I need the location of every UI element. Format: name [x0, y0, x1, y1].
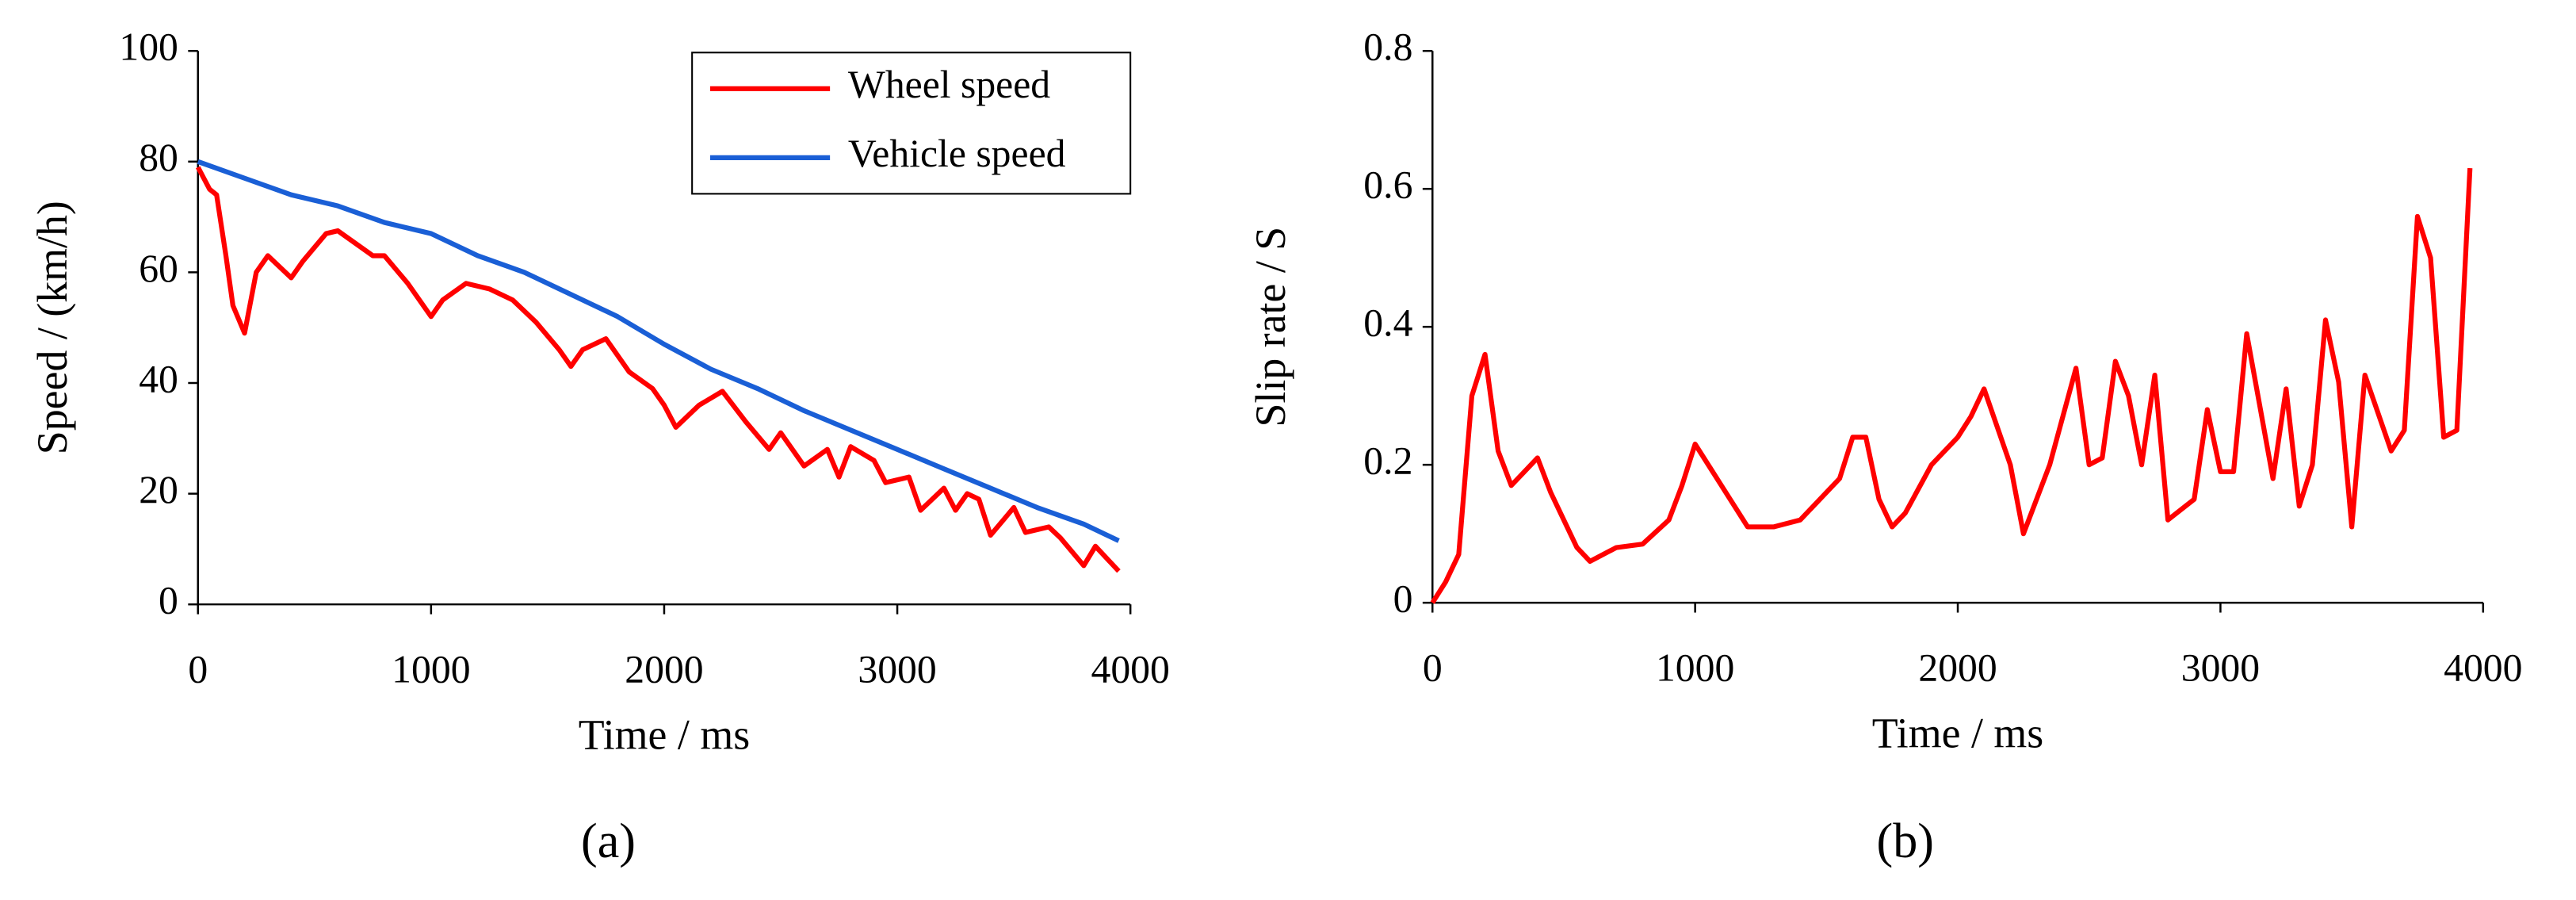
y-tick-label: 20 [139, 468, 178, 511]
x-tick-label: 3000 [858, 648, 936, 691]
data-line [197, 159, 1120, 543]
y-tick-label: 0.4 [1363, 301, 1412, 345]
x-tick-label: 2000 [625, 648, 703, 691]
y-tick-label: 100 [119, 25, 178, 69]
data-line [1430, 167, 2473, 604]
y-tick-label: 0.8 [1363, 25, 1412, 69]
y-tick-label: 40 [139, 357, 178, 400]
data-line [195, 166, 1121, 573]
x-tick-label: 2000 [1918, 646, 1997, 690]
legend-label: Vehicle speed [848, 132, 1066, 175]
x-tick-label: 4000 [2444, 646, 2522, 690]
y-axis-title: Slip rate / S [1247, 227, 1294, 427]
caption: (b) [1877, 814, 1934, 868]
x-tick-label: 1000 [1656, 646, 1734, 690]
x-axis-title: Time / ms [579, 710, 750, 758]
y-tick-label: 0 [159, 579, 178, 622]
x-tick-label: 0 [188, 648, 208, 691]
x-tick-label: 4000 [1091, 648, 1169, 691]
y-axis-title: Speed / (km/h) [29, 201, 76, 454]
legend-box [691, 52, 1132, 195]
legend-label: Wheel speed [848, 63, 1050, 106]
y-tick-label: 80 [139, 136, 178, 179]
x-tick-label: 1000 [392, 648, 470, 691]
y-tick-label: 0.6 [1363, 163, 1412, 207]
x-tick-label: 0 [1423, 646, 1443, 690]
caption: (a) [581, 814, 636, 868]
y-tick-label: 60 [139, 247, 178, 290]
y-tick-label: 0.2 [1363, 439, 1412, 483]
x-axis-title: Time / ms [1872, 709, 2043, 756]
x-tick-label: 3000 [2181, 646, 2260, 690]
y-tick-label: 0 [1393, 577, 1413, 621]
